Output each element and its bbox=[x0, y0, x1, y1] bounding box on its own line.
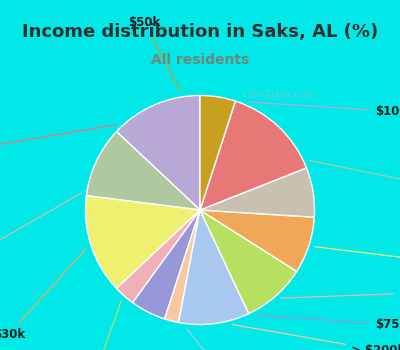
Text: $10k: $10k bbox=[0, 193, 81, 264]
Text: $20k: $20k bbox=[315, 247, 400, 267]
Wedge shape bbox=[86, 132, 200, 210]
Text: $125k: $125k bbox=[187, 329, 264, 350]
Text: $75k: $75k bbox=[256, 315, 400, 331]
Text: $200k: $200k bbox=[281, 286, 400, 299]
Wedge shape bbox=[200, 168, 314, 217]
Wedge shape bbox=[133, 210, 200, 319]
Wedge shape bbox=[178, 210, 249, 324]
Text: City-Data.com: City-Data.com bbox=[243, 90, 317, 99]
Wedge shape bbox=[200, 210, 314, 271]
Wedge shape bbox=[86, 196, 200, 288]
Text: $30k: $30k bbox=[0, 248, 86, 341]
Text: > $200k: > $200k bbox=[232, 324, 400, 350]
Text: Income distribution in Saks, AL (%): Income distribution in Saks, AL (%) bbox=[22, 22, 378, 41]
Wedge shape bbox=[165, 210, 200, 322]
Text: $50k: $50k bbox=[128, 16, 180, 91]
Text: $60k: $60k bbox=[72, 301, 121, 350]
Wedge shape bbox=[116, 210, 200, 303]
Wedge shape bbox=[116, 96, 200, 210]
Wedge shape bbox=[200, 210, 297, 314]
Wedge shape bbox=[200, 101, 306, 210]
Text: All residents: All residents bbox=[151, 52, 249, 66]
Text: $150k: $150k bbox=[309, 160, 400, 193]
Text: $40k: $40k bbox=[0, 125, 117, 156]
Wedge shape bbox=[200, 96, 235, 210]
Text: $100k: $100k bbox=[250, 102, 400, 118]
